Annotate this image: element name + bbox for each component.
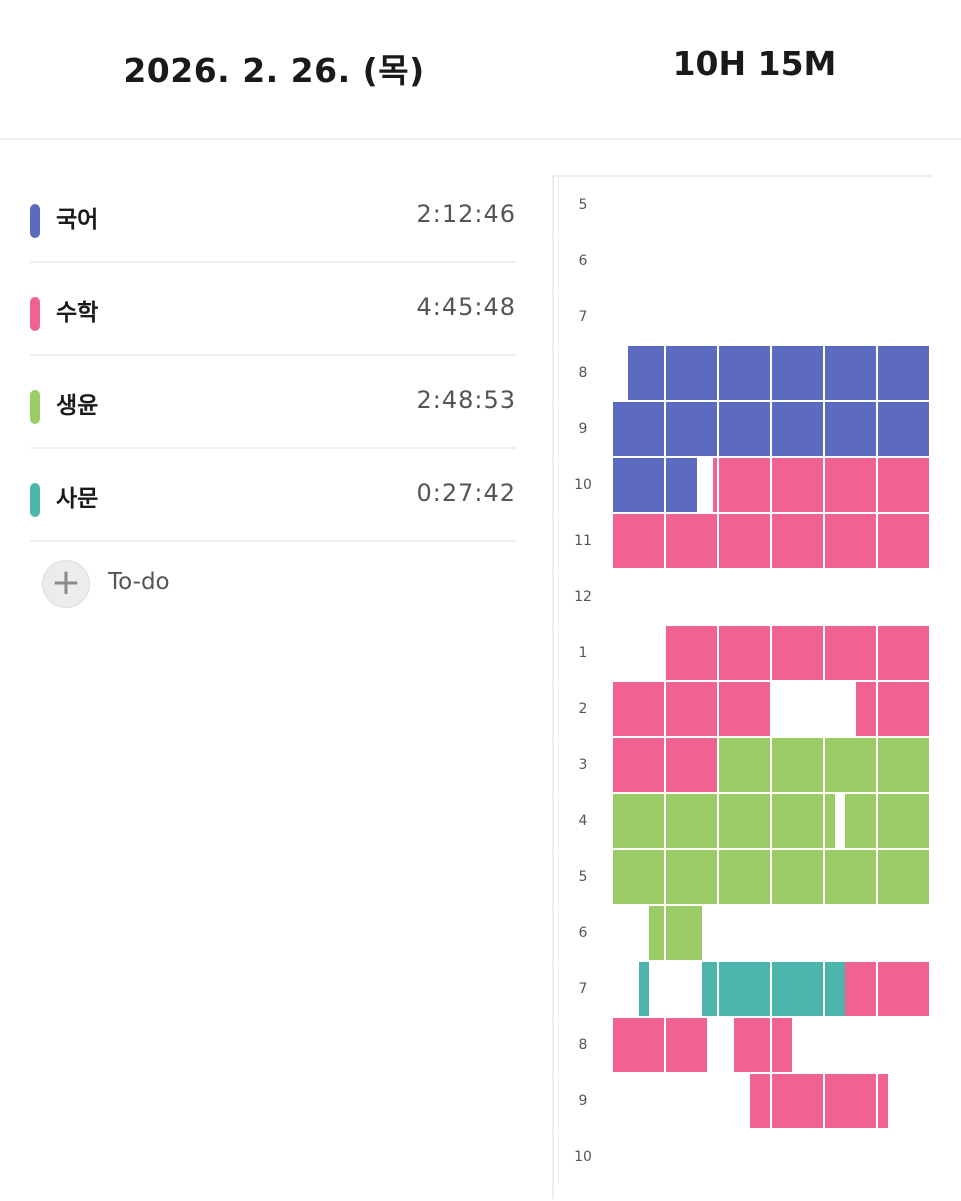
timeline-study-block bbox=[845, 962, 930, 1016]
subject-color-bar bbox=[30, 204, 40, 238]
timeline-grid-hline bbox=[554, 1184, 934, 1186]
subject-color-bar bbox=[30, 483, 40, 517]
timeline-hour-label: 1 bbox=[578, 645, 588, 661]
timeline-grid-hline bbox=[554, 568, 934, 570]
timeline-grid-vline bbox=[929, 177, 931, 1201]
total-study-time: 10H 15M bbox=[672, 44, 837, 83]
timeline-row: 8 bbox=[554, 1017, 934, 1073]
timeline-hour-label: 10 bbox=[574, 477, 592, 493]
timeline-hour-label: 12 bbox=[574, 589, 592, 605]
timeline-row: 6 bbox=[554, 233, 934, 289]
timeline-grid-hline bbox=[554, 512, 934, 514]
subject-color-bar bbox=[30, 390, 40, 424]
timeline-hour-label: 8 bbox=[578, 1037, 588, 1053]
header: 2026. 2. 26. (목) 10H 15M bbox=[0, 0, 961, 140]
timeline-row: 11 bbox=[554, 513, 934, 569]
timeline-grid-hline bbox=[554, 1128, 934, 1130]
timeline-row: 5 bbox=[554, 177, 934, 233]
timeline-grid-hline bbox=[554, 736, 934, 738]
timeline-study-block bbox=[749, 1074, 888, 1128]
timeline-row: 8 bbox=[554, 345, 934, 401]
timeline-study-block bbox=[845, 794, 930, 848]
timeline-hour-label: 4 bbox=[578, 813, 588, 829]
subject-item-social[interactable]: 사문 0:27:42 bbox=[30, 449, 516, 542]
subject-name: 수학 bbox=[56, 300, 99, 326]
timeline-study-block bbox=[712, 458, 930, 512]
timeline-study-block bbox=[665, 626, 930, 680]
timeline-grid-hline bbox=[554, 1072, 934, 1074]
timeline-row: 9 bbox=[554, 401, 934, 457]
timeline-grid-hline bbox=[554, 288, 934, 290]
timeline-row: 3 bbox=[554, 737, 934, 793]
timeline-study-block bbox=[627, 346, 930, 400]
timeline-row: 4 bbox=[554, 793, 934, 849]
timeline-hour-label: 7 bbox=[578, 309, 588, 325]
plus-icon[interactable]: + bbox=[42, 560, 90, 608]
timeline-row: 5 bbox=[554, 849, 934, 905]
timeline-study-block bbox=[855, 682, 930, 736]
timeline-grid-hline bbox=[554, 624, 934, 626]
timeline-grid-vline bbox=[823, 177, 825, 1201]
timeline-hour-label: 6 bbox=[578, 253, 588, 269]
study-timeline: 5 6 7 8 9 10 11 12 1 2 3 4 5 6 7 8 9 10 bbox=[552, 175, 934, 1201]
subject-time: 0:27:42 bbox=[416, 479, 516, 507]
timeline-row: 1 bbox=[554, 625, 934, 681]
subject-list: 국어 2:12:46 수학 4:45:48 생윤 2:48:53 사문 0:27… bbox=[30, 170, 516, 542]
subject-name: 생윤 bbox=[56, 393, 99, 419]
subject-name: 사문 bbox=[56, 486, 99, 512]
subject-color-bar bbox=[30, 297, 40, 331]
timeline-grid-hline bbox=[554, 792, 934, 794]
timeline-study-block bbox=[733, 1018, 793, 1072]
timeline-grid-hline bbox=[554, 848, 934, 850]
timeline-row: 10 bbox=[554, 1129, 934, 1185]
timeline-grid-vline bbox=[717, 177, 719, 1201]
subject-name: 국어 bbox=[56, 207, 99, 233]
timeline-hour-label: 6 bbox=[578, 925, 588, 941]
subject-item-math[interactable]: 수학 4:45:48 bbox=[30, 263, 516, 356]
subject-item-ethics[interactable]: 생윤 2:48:53 bbox=[30, 356, 516, 449]
timeline-row: 7 bbox=[554, 961, 934, 1017]
timeline-hour-label: 2 bbox=[578, 701, 588, 717]
timeline-study-block bbox=[612, 682, 771, 736]
timeline-grid-vline bbox=[664, 177, 666, 1201]
timeline-hour-label: 7 bbox=[578, 981, 588, 997]
date-title[interactable]: 2026. 2. 26. (목) bbox=[123, 51, 425, 90]
todo-label: To-do bbox=[108, 569, 170, 595]
subject-time: 2:48:53 bbox=[416, 386, 516, 414]
timeline-grid-hline bbox=[554, 232, 934, 234]
timeline-grid-hline bbox=[554, 960, 934, 962]
timeline-study-block bbox=[612, 794, 835, 848]
timeline-grid-vline bbox=[876, 177, 878, 1201]
timeline-grid-hline bbox=[554, 1016, 934, 1018]
timeline-hour-label: 9 bbox=[578, 421, 588, 437]
timeline-grid-vline bbox=[611, 177, 613, 1201]
timeline-study-block bbox=[612, 458, 697, 512]
timeline-hour-label: 10 bbox=[574, 1149, 592, 1165]
subject-time: 4:45:48 bbox=[416, 293, 516, 321]
timeline-grid-vline bbox=[770, 177, 772, 1201]
subject-item-korean[interactable]: 국어 2:12:46 bbox=[30, 170, 516, 263]
timeline-hour-label: 5 bbox=[578, 869, 588, 885]
timeline-grid-hline bbox=[554, 400, 934, 402]
timeline-row: 10 bbox=[554, 457, 934, 513]
timeline-study-block bbox=[702, 962, 846, 1016]
timeline-hour-label: 3 bbox=[578, 757, 588, 773]
timeline-hour-label: 11 bbox=[574, 533, 592, 549]
timeline-study-block bbox=[638, 962, 650, 1016]
timeline-row: 7 bbox=[554, 289, 934, 345]
subject-time: 2:12:46 bbox=[416, 200, 516, 228]
timeline-row: 9 bbox=[554, 1073, 934, 1129]
timeline-grid-hline bbox=[554, 680, 934, 682]
timeline-grid-hline bbox=[554, 456, 934, 458]
timeline-study-block bbox=[612, 1018, 708, 1072]
timeline-grid-hline bbox=[554, 904, 934, 906]
timeline-hour-label: 8 bbox=[578, 365, 588, 381]
timeline-hour-label: 9 bbox=[578, 1093, 588, 1109]
timeline-study-block bbox=[649, 906, 703, 960]
timeline-row: 6 bbox=[554, 905, 934, 961]
timeline-hour-label: 5 bbox=[578, 197, 588, 213]
timeline-row: 12 bbox=[554, 569, 934, 625]
timeline-grid-hline bbox=[554, 344, 934, 346]
timeline-row: 2 bbox=[554, 681, 934, 737]
